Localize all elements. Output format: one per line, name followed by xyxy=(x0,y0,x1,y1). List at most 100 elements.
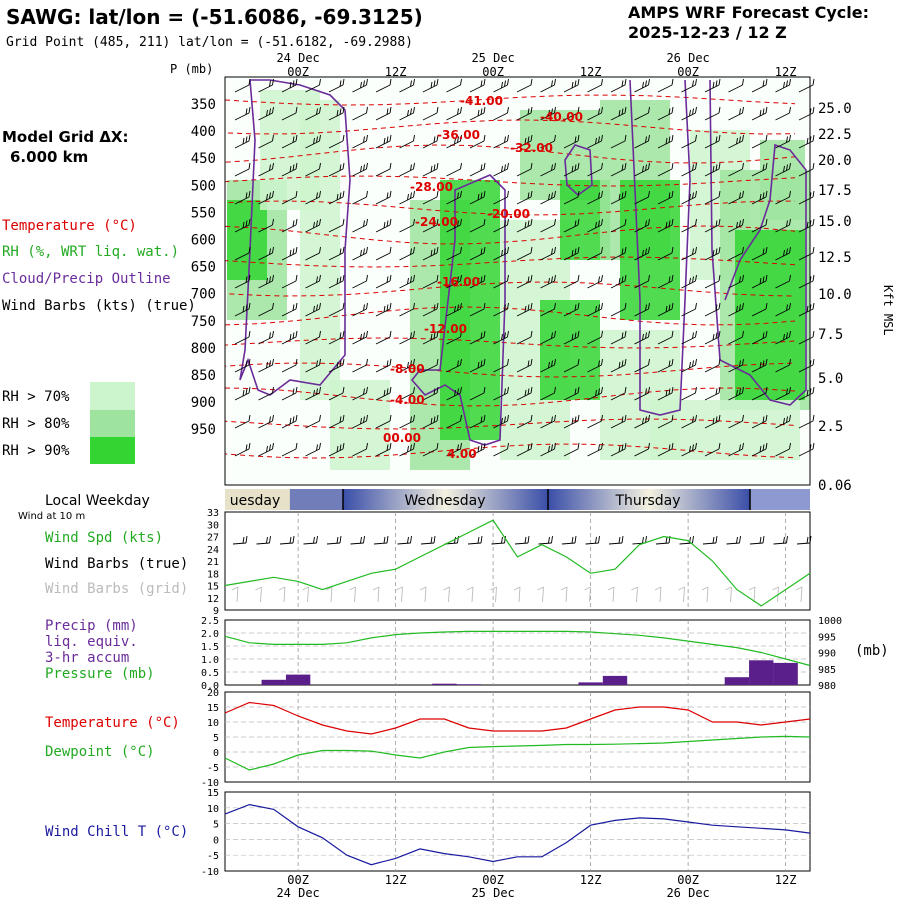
wind-barb xyxy=(634,330,650,345)
grid-wind-barb xyxy=(443,586,450,603)
tick-label: 5 xyxy=(213,733,219,744)
wind-barb xyxy=(728,330,744,345)
wind-barb xyxy=(516,190,533,205)
wind-barb xyxy=(305,106,321,121)
wind-barb xyxy=(610,274,627,289)
wind-barb xyxy=(328,330,345,345)
top-time-label: 00Z xyxy=(677,65,699,79)
precip-label-3: 3-hr accum xyxy=(45,650,129,666)
wind-barb xyxy=(540,414,556,429)
wind-barb xyxy=(681,274,697,289)
wind-barb xyxy=(681,330,697,345)
wind-barb xyxy=(751,274,768,289)
wind-barb xyxy=(328,218,345,233)
wind-barb xyxy=(375,274,392,289)
wind-barb xyxy=(375,190,392,205)
precip-bar xyxy=(578,682,603,685)
wind-barb xyxy=(751,302,768,317)
rh-region xyxy=(440,180,500,440)
wind-barb xyxy=(657,190,674,205)
wind-barb xyxy=(258,246,274,261)
temperature-line xyxy=(224,701,811,735)
wind-barb xyxy=(328,274,345,289)
wind-barb xyxy=(328,302,345,317)
wind-barb xyxy=(493,134,509,149)
wind-barb xyxy=(516,218,533,233)
wind-barb xyxy=(258,302,274,317)
wind-barb xyxy=(704,386,721,401)
weekday-title: Local Weekday xyxy=(45,493,150,509)
wind-barb xyxy=(728,414,744,429)
wind-barb xyxy=(563,190,580,205)
tick-label: 1.5 xyxy=(201,642,219,653)
rh90-label: RH > 90% xyxy=(2,443,70,459)
tick-label: 0 xyxy=(213,835,219,846)
tick-label: 990 xyxy=(818,649,836,660)
grid-wind-barb xyxy=(325,586,333,603)
top-day-label: 24 Dec xyxy=(276,51,319,65)
wind-barb xyxy=(352,246,368,261)
wind-barb xyxy=(516,414,533,429)
wind-barb xyxy=(469,190,486,205)
rh-shading xyxy=(227,90,810,470)
wind-barb xyxy=(328,106,345,121)
temperature-contour xyxy=(224,418,796,430)
wind-barb xyxy=(634,358,650,373)
wind-barb xyxy=(281,190,298,205)
wind-barb xyxy=(681,218,697,233)
wind-barb xyxy=(375,78,392,93)
wind-barb xyxy=(305,246,321,261)
wind-barb xyxy=(446,442,462,457)
wind-barb xyxy=(328,386,345,401)
wind-barb xyxy=(775,442,791,457)
wind-barb xyxy=(305,330,321,345)
wind-barb xyxy=(281,386,298,401)
surface-wind-barb xyxy=(561,535,577,545)
weekday-segment xyxy=(343,489,548,510)
tick-label: 1.0 xyxy=(201,655,219,666)
wind-barb xyxy=(587,358,603,373)
tick-label: 5 xyxy=(213,820,219,831)
wind-barb xyxy=(563,274,580,289)
wind-barb xyxy=(258,218,274,233)
wind-barb xyxy=(540,78,556,93)
pressure-tick-label: 650 xyxy=(191,260,216,276)
wind-barb xyxy=(422,274,439,289)
wind-barb xyxy=(375,358,392,373)
wind-barb xyxy=(634,162,650,177)
wind-barb xyxy=(399,414,415,429)
wind-barb xyxy=(375,386,392,401)
wind-barb xyxy=(516,386,533,401)
upper-wind-barbs xyxy=(234,78,815,457)
surface-wind-barb xyxy=(538,535,553,545)
wind-barb xyxy=(728,78,744,93)
height-tick-label: 2.5 xyxy=(818,419,843,435)
wind-barb xyxy=(657,330,674,345)
height-tick-label: 22.5 xyxy=(818,127,852,143)
wind-barb xyxy=(305,190,321,205)
grid-wind-barb xyxy=(255,586,262,603)
grid-wind-barb xyxy=(537,586,544,603)
wind-barb xyxy=(516,162,533,177)
wind-barb xyxy=(234,134,251,149)
surface-wind-barb xyxy=(608,535,624,545)
temperature-contour xyxy=(224,387,796,407)
wind-barb xyxy=(610,302,627,317)
surface-wind-barb xyxy=(749,535,765,545)
wind-barb xyxy=(281,274,298,289)
wind-barb xyxy=(657,78,674,93)
wind-barb xyxy=(563,246,580,261)
wind-barb xyxy=(422,190,439,205)
surface-wind-barb xyxy=(256,535,271,545)
wind-barb xyxy=(657,162,674,177)
weekday-bar: uesday Wednesday Thursday xyxy=(225,489,810,510)
wind-barb xyxy=(657,442,674,457)
temperature-panel: 20 15 10 5 0 -5 -10 Temperature (°C) Dewpoint … xyxy=(45,688,811,789)
wind-barb xyxy=(422,106,439,121)
wind-barb xyxy=(634,78,650,93)
grid-wind-barb xyxy=(560,586,568,603)
surface-wind-barb xyxy=(773,535,788,545)
wind-barb xyxy=(516,330,533,345)
wind-barb xyxy=(469,414,486,429)
top-time-label: 12Z xyxy=(385,65,407,79)
